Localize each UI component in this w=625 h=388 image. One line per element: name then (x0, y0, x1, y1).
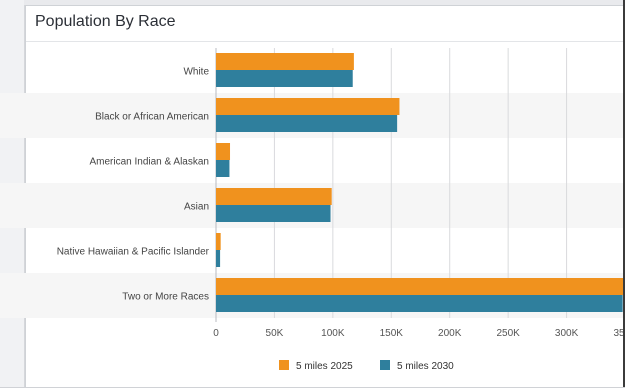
bar-2030 (216, 250, 221, 267)
legend-label-2025: 5 miles 2025 (296, 361, 353, 372)
x-tick-label: 100K (321, 328, 345, 339)
category-label: American Indian & Alaskan (89, 157, 209, 168)
bar-2025 (216, 98, 400, 115)
x-tick-label: 150K (380, 328, 404, 339)
bar-2025 (216, 188, 332, 205)
category-label: White (183, 67, 209, 78)
bar-2025 (216, 233, 221, 250)
bar-2030 (216, 205, 331, 222)
bar-2030 (216, 295, 623, 312)
x-tick-label: 300K (555, 328, 579, 339)
category-label: Native Hawaiian & Pacific Islander (57, 247, 210, 258)
category-label: Black or African American (95, 112, 209, 123)
x-tick-label: 35 (613, 328, 625, 339)
x-tick-label: 50K (266, 328, 284, 339)
legend-swatch-2025 (279, 360, 289, 370)
bar-2025 (216, 53, 354, 70)
category-label: Asian (184, 202, 209, 213)
bar-2025 (216, 143, 231, 160)
bar-2030 (216, 70, 353, 87)
panel-title: Population By Race (35, 13, 176, 30)
bar-2030 (216, 160, 230, 177)
legend-label-2030: 5 miles 2030 (397, 361, 454, 372)
x-tick-label: 250K (496, 328, 520, 339)
x-tick-label: 200K (438, 328, 462, 339)
bar-2030 (216, 115, 398, 132)
card-header: Population By Race (26, 6, 625, 42)
bar-2025 (216, 278, 625, 295)
right-edge (623, 0, 625, 388)
legend-swatch-2030 (380, 360, 390, 370)
x-tick-label: 0 (213, 328, 219, 339)
category-label: Two or More Races (122, 292, 209, 303)
top-edge (24, 0, 625, 5)
